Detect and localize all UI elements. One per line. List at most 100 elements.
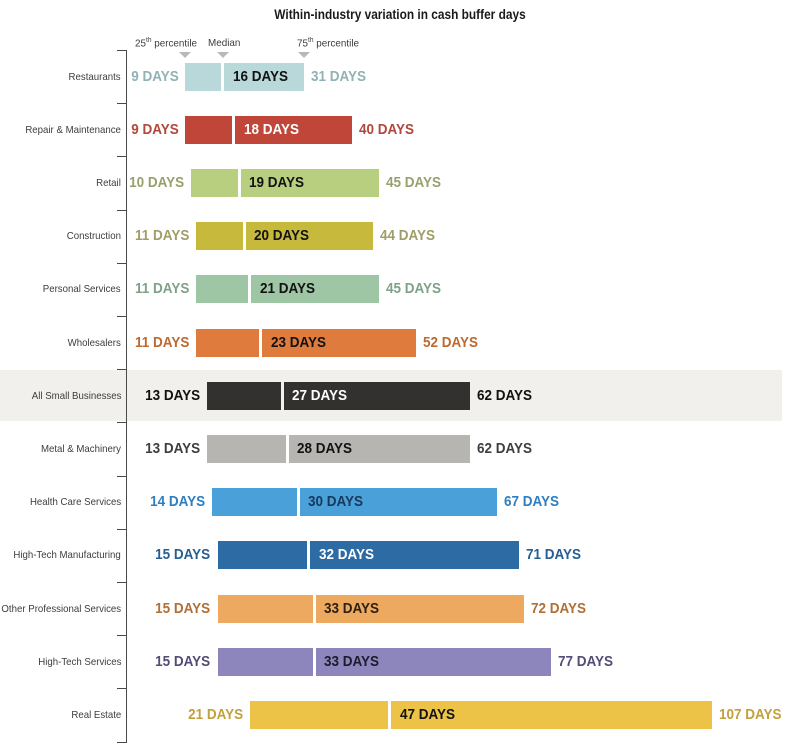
axis-line xyxy=(126,50,127,742)
bar-left-segment xyxy=(217,541,308,570)
row-label: Restaurants xyxy=(68,70,121,83)
value-label-p75: 77 DAYS xyxy=(557,652,613,670)
value-label-median: 47 DAYS xyxy=(399,706,455,723)
bar-right-segment xyxy=(262,328,417,357)
bar-left-segment xyxy=(190,169,238,197)
axis-tick xyxy=(117,156,127,158)
row-label: Retail xyxy=(96,177,121,189)
bar-left-segment xyxy=(185,62,222,91)
axis-tick xyxy=(117,369,127,371)
value-label-p75: 44 DAYS xyxy=(380,227,436,245)
bar-left-segment xyxy=(249,701,389,729)
bar-left-segment xyxy=(217,647,313,676)
bar-left-segment xyxy=(212,488,297,517)
legend-marker-25th-icon xyxy=(179,52,192,58)
legend-75-num: 75 xyxy=(297,37,308,50)
row-label: Repair & Maintenance xyxy=(25,123,121,136)
bar-right-segment xyxy=(235,115,352,144)
row-label: Wholesalers xyxy=(67,336,121,349)
value-label-p75: 45 DAYS xyxy=(385,280,441,298)
value-label-median: 33 DAYS xyxy=(324,599,380,617)
value-label-median: 27 DAYS xyxy=(292,386,348,404)
value-label-median: 32 DAYS xyxy=(318,546,374,564)
axis-tick xyxy=(117,741,127,743)
legend-25-num: 25 xyxy=(135,37,146,50)
value-label-p25: 13 DAYS xyxy=(144,440,200,457)
legend-75th-percentile-label: 75th percentile xyxy=(297,37,359,50)
value-label-p75: 72 DAYS xyxy=(530,599,586,617)
legend-marker-median-icon xyxy=(216,52,229,58)
value-label-p75: 62 DAYS xyxy=(477,386,533,404)
value-label-median: 30 DAYS xyxy=(308,493,364,511)
legend-25-rest: percentile xyxy=(151,37,198,50)
value-label-p25: 15 DAYS xyxy=(155,546,211,564)
value-label-median: 23 DAYS xyxy=(270,333,326,351)
axis-tick xyxy=(117,209,127,211)
value-label-p25: 10 DAYS xyxy=(128,174,184,191)
legend-marker-75th-icon xyxy=(297,52,310,58)
axis-tick xyxy=(117,316,127,317)
bar-right-segment xyxy=(288,435,471,463)
legend-median-label: Median xyxy=(208,37,241,49)
bar-left-segment xyxy=(206,381,281,410)
axis-tick xyxy=(117,422,127,424)
value-label-p25: 15 DAYS xyxy=(155,599,211,617)
axis-tick xyxy=(117,582,127,583)
value-label-p75: 62 DAYS xyxy=(477,440,533,457)
value-label-p25: 9 DAYS xyxy=(130,67,179,85)
bar-right-segment xyxy=(283,381,471,410)
legend-75-sup: th xyxy=(307,37,314,44)
bar-right-segment xyxy=(299,488,498,517)
bar-left-segment xyxy=(196,275,249,304)
value-label-p25: 21 DAYS xyxy=(187,706,243,723)
value-label-p75: 52 DAYS xyxy=(423,333,479,351)
axis-tick xyxy=(117,103,127,105)
value-label-p25: 9 DAYS xyxy=(130,120,179,138)
value-label-p25: 11 DAYS xyxy=(134,333,190,351)
value-label-p75: 31 DAYS xyxy=(310,67,366,85)
bar-right-segment xyxy=(315,594,524,623)
row-label: Metal & Machinery xyxy=(41,443,121,455)
value-label-p75: 45 DAYS xyxy=(385,174,441,191)
value-label-median: 33 DAYS xyxy=(324,652,380,670)
value-label-median: 16 DAYS xyxy=(232,67,289,85)
value-label-median: 19 DAYS xyxy=(249,174,305,191)
row-label: High-Tech Manufacturing xyxy=(13,549,121,562)
value-label-p25: 14 DAYS xyxy=(150,493,206,511)
bar-right-segment xyxy=(224,62,304,91)
row-label: Health Care Services xyxy=(29,496,121,509)
value-label-p25: 11 DAYS xyxy=(134,227,190,245)
axis-tick xyxy=(117,688,127,690)
axis-tick xyxy=(117,475,127,477)
bar-right-segment xyxy=(315,647,551,676)
row-label: High-Tech Services xyxy=(37,655,121,668)
bar-right-segment xyxy=(240,169,379,197)
bar-left-segment xyxy=(196,222,243,251)
row-label: Construction xyxy=(66,230,121,243)
value-label-median: 28 DAYS xyxy=(297,440,353,457)
chart-title: Within-industry variation in cash buffer… xyxy=(274,7,526,22)
legend-25-sup: th xyxy=(145,37,152,44)
value-label-p25: 11 DAYS xyxy=(134,280,190,298)
bar-left-segment xyxy=(196,328,260,357)
value-label-p75: 40 DAYS xyxy=(358,120,414,138)
value-label-median: 18 DAYS xyxy=(243,120,299,138)
value-label-median: 21 DAYS xyxy=(259,280,315,298)
bar-right-segment xyxy=(251,275,379,304)
value-label-p75: 107 DAYS xyxy=(719,706,782,723)
bar-left-segment xyxy=(185,115,233,144)
value-label-p25: 15 DAYS xyxy=(155,652,211,670)
bar-left-segment xyxy=(217,594,313,623)
axis-tick xyxy=(117,50,127,51)
axis-tick xyxy=(117,635,127,637)
value-label-p75: 71 DAYS xyxy=(525,546,581,564)
value-label-median: 20 DAYS xyxy=(254,227,310,245)
row-label: Other Professional Services xyxy=(1,602,121,615)
legend-75-rest: percentile xyxy=(313,37,360,50)
row-label: All Small Businesses xyxy=(31,389,121,402)
legend-25th-percentile-label: 25th percentile xyxy=(135,37,197,50)
bar-right-segment xyxy=(310,541,519,570)
axis-tick xyxy=(117,528,127,530)
axis-tick xyxy=(117,262,127,264)
